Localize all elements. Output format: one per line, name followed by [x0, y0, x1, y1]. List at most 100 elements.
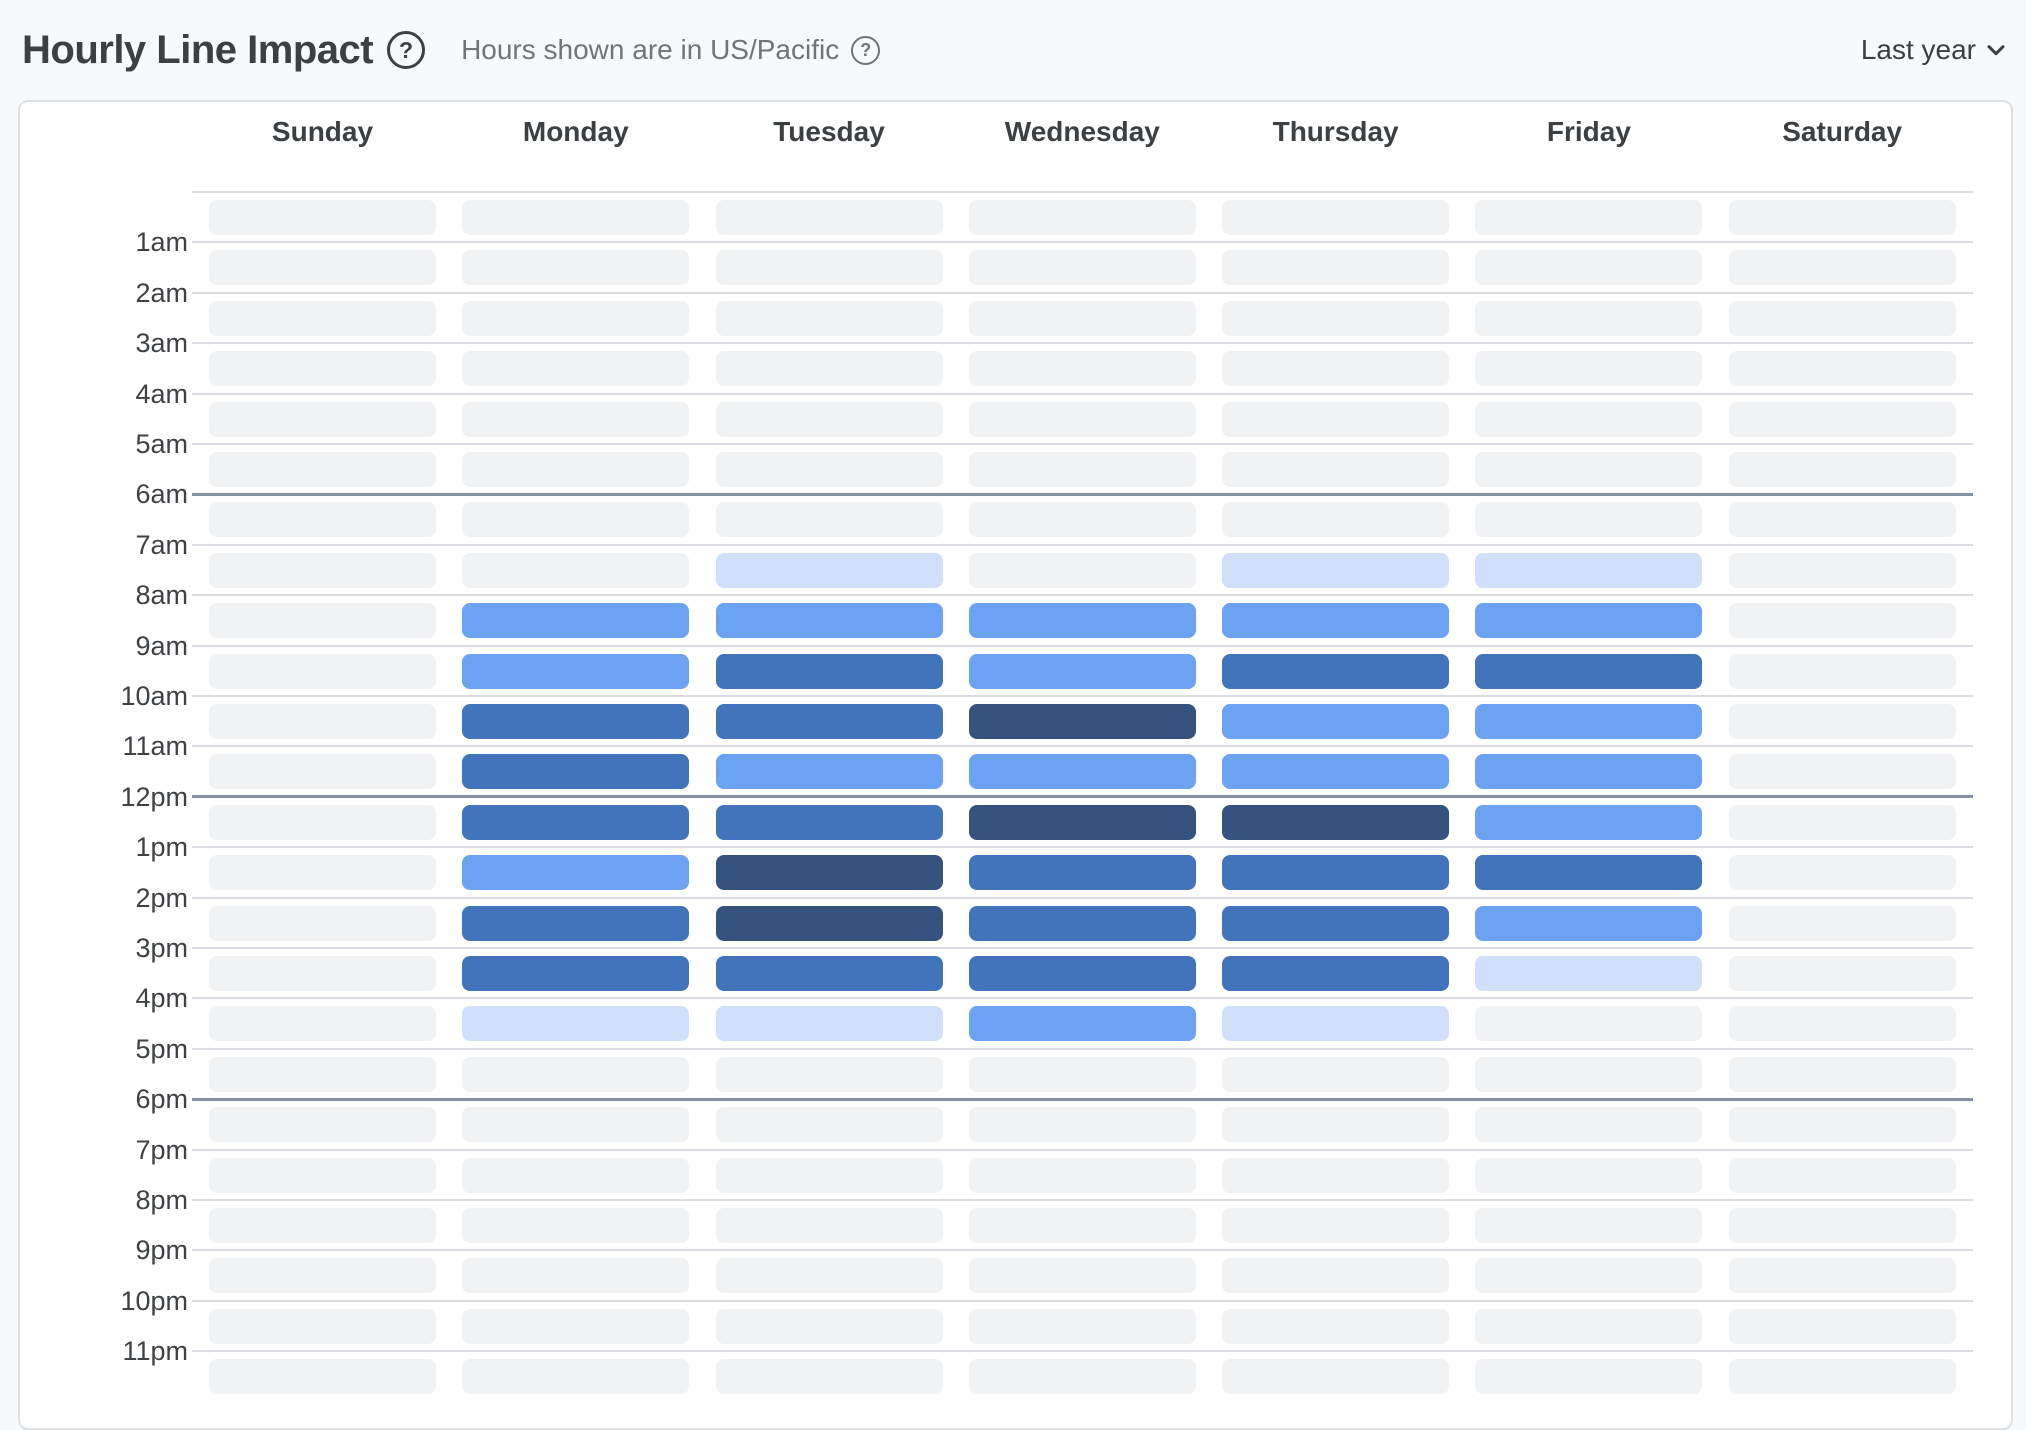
heatmap-cell[interactable] — [968, 401, 1196, 437]
heatmap-cell[interactable] — [715, 502, 943, 538]
heatmap-cell[interactable] — [968, 603, 1196, 639]
heatmap-cell[interactable] — [1728, 905, 1956, 941]
heatmap-cell[interactable] — [1728, 1056, 1956, 1092]
heatmap-cell[interactable] — [462, 1157, 690, 1193]
heatmap-cell[interactable] — [1728, 603, 1956, 639]
heatmap-cell[interactable] — [968, 704, 1196, 739]
heatmap-cell[interactable] — [1222, 905, 1450, 941]
heatmap-cell[interactable] — [1222, 351, 1450, 387]
heatmap-cell[interactable] — [715, 905, 943, 941]
heatmap-cell[interactable] — [1728, 1006, 1956, 1042]
heatmap-cell[interactable] — [1728, 653, 1956, 689]
heatmap-cell[interactable] — [1222, 603, 1450, 639]
heatmap-cell[interactable] — [209, 552, 436, 588]
heatmap-cell[interactable] — [1728, 1208, 1956, 1243]
heatmap-cell[interactable] — [1728, 855, 1956, 891]
heatmap-cell[interactable] — [968, 1208, 1196, 1243]
heatmap-cell[interactable] — [462, 351, 690, 387]
heatmap-cell[interactable] — [209, 401, 436, 437]
heatmap-cell[interactable] — [715, 1359, 943, 1395]
heatmap-cell[interactable] — [462, 552, 690, 588]
heatmap-cell[interactable] — [462, 452, 690, 487]
heatmap-cell[interactable] — [1475, 1308, 1703, 1344]
heatmap-cell[interactable] — [1475, 1006, 1703, 1042]
heatmap-cell[interactable] — [462, 653, 690, 689]
heatmap-cell[interactable] — [1222, 1056, 1450, 1092]
heatmap-cell[interactable] — [462, 754, 690, 790]
heatmap-cell[interactable] — [462, 855, 690, 891]
heatmap-cell[interactable] — [1222, 250, 1450, 286]
heatmap-cell[interactable] — [715, 1056, 943, 1092]
heatmap-cell[interactable] — [1728, 351, 1956, 387]
heatmap-cell[interactable] — [209, 351, 436, 387]
heatmap-cell[interactable] — [968, 351, 1196, 387]
heatmap-cell[interactable] — [1728, 804, 1956, 840]
heatmap-cell[interactable] — [209, 1359, 436, 1395]
time-range-dropdown[interactable]: Last year — [1861, 34, 2010, 66]
heatmap-cell[interactable] — [715, 250, 943, 286]
heatmap-cell[interactable] — [715, 704, 943, 739]
heatmap-cell[interactable] — [715, 1308, 943, 1344]
heatmap-cell[interactable] — [209, 855, 436, 891]
heatmap-cell[interactable] — [1728, 552, 1956, 588]
heatmap-cell[interactable] — [968, 1006, 1196, 1042]
heatmap-cell[interactable] — [209, 1107, 436, 1143]
heatmap-cell[interactable] — [1475, 351, 1703, 387]
heatmap-cell[interactable] — [715, 1258, 943, 1294]
timezone-help-icon[interactable]: ? — [851, 35, 881, 65]
heatmap-cell[interactable] — [1475, 754, 1703, 790]
heatmap-cell[interactable] — [1222, 704, 1450, 739]
heatmap-cell[interactable] — [1222, 1157, 1450, 1193]
heatmap-cell[interactable] — [1222, 1258, 1450, 1294]
heatmap-cell[interactable] — [968, 653, 1196, 689]
heatmap-cell[interactable] — [1222, 1107, 1450, 1143]
heatmap-cell[interactable] — [1222, 653, 1450, 689]
title-help-icon[interactable]: ? — [387, 31, 426, 69]
heatmap-cell[interactable] — [462, 1107, 690, 1143]
heatmap-cell[interactable] — [209, 754, 436, 790]
heatmap-cell[interactable] — [462, 1308, 690, 1344]
heatmap-cell[interactable] — [715, 956, 943, 991]
heatmap-cell[interactable] — [1728, 1308, 1956, 1344]
heatmap-cell[interactable] — [209, 956, 436, 991]
heatmap-cell[interactable] — [968, 1359, 1196, 1395]
heatmap-cell[interactable] — [1728, 250, 1956, 286]
heatmap-cell[interactable] — [715, 855, 943, 891]
heatmap-cell[interactable] — [1475, 704, 1703, 739]
heatmap-cell[interactable] — [209, 452, 436, 487]
heatmap-cell[interactable] — [715, 1157, 943, 1193]
heatmap-cell[interactable] — [1728, 1359, 1956, 1395]
heatmap-cell[interactable] — [462, 1258, 690, 1294]
heatmap-cell[interactable] — [1475, 502, 1703, 538]
heatmap-cell[interactable] — [968, 1107, 1196, 1143]
heatmap-cell[interactable] — [1222, 300, 1450, 336]
heatmap-cell[interactable] — [715, 603, 943, 639]
heatmap-cell[interactable] — [968, 1308, 1196, 1344]
heatmap-cell[interactable] — [715, 653, 943, 689]
heatmap-cell[interactable] — [1475, 1258, 1703, 1294]
heatmap-cell[interactable] — [715, 200, 943, 235]
heatmap-cell[interactable] — [209, 1308, 436, 1344]
heatmap-cell[interactable] — [1475, 300, 1703, 336]
heatmap-cell[interactable] — [1222, 502, 1450, 538]
heatmap-cell[interactable] — [1475, 855, 1703, 891]
heatmap-cell[interactable] — [1728, 300, 1956, 336]
heatmap-cell[interactable] — [1728, 1107, 1956, 1143]
heatmap-cell[interactable] — [1475, 1107, 1703, 1143]
heatmap-cell[interactable] — [209, 1208, 436, 1243]
heatmap-cell[interactable] — [1475, 905, 1703, 941]
heatmap-cell[interactable] — [968, 754, 1196, 790]
heatmap-cell[interactable] — [1728, 1258, 1956, 1294]
heatmap-cell[interactable] — [968, 1258, 1196, 1294]
heatmap-cell[interactable] — [715, 351, 943, 387]
heatmap-cell[interactable] — [1475, 603, 1703, 639]
heatmap-cell[interactable] — [1728, 200, 1956, 235]
heatmap-cell[interactable] — [968, 452, 1196, 487]
heatmap-cell[interactable] — [1475, 653, 1703, 689]
heatmap-cell[interactable] — [968, 502, 1196, 538]
heatmap-cell[interactable] — [1222, 1006, 1450, 1042]
heatmap-cell[interactable] — [715, 1208, 943, 1243]
heatmap-cell[interactable] — [209, 300, 436, 336]
heatmap-cell[interactable] — [209, 804, 436, 840]
heatmap-cell[interactable] — [968, 905, 1196, 941]
